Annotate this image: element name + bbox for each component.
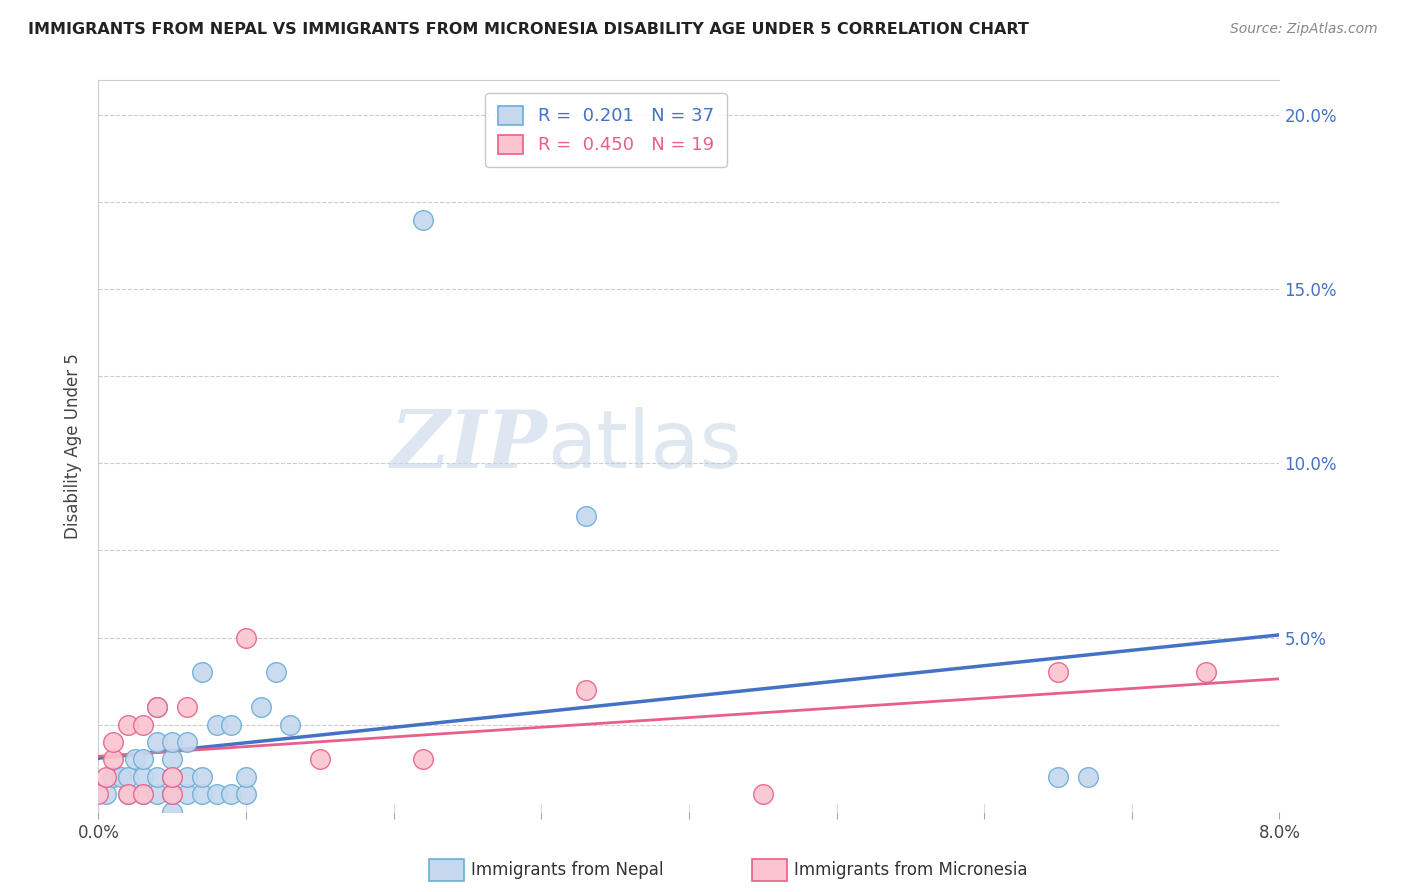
Point xyxy=(308,752,332,766)
Point xyxy=(146,735,169,749)
Point xyxy=(412,752,434,766)
Text: atlas: atlas xyxy=(547,407,741,485)
Point xyxy=(132,770,155,784)
Point xyxy=(117,787,139,801)
Point xyxy=(176,770,198,784)
Point xyxy=(205,787,228,801)
Point xyxy=(751,787,773,801)
Point xyxy=(117,770,139,784)
Point xyxy=(162,752,183,766)
Point xyxy=(1046,770,1069,784)
Point xyxy=(1046,665,1069,680)
Point xyxy=(132,752,155,766)
Text: Immigrants from Nepal: Immigrants from Nepal xyxy=(471,861,664,879)
Point xyxy=(1077,770,1099,784)
Point xyxy=(132,787,155,801)
Point xyxy=(94,770,117,784)
Point xyxy=(117,787,139,801)
Y-axis label: Disability Age Under 5: Disability Age Under 5 xyxy=(65,353,83,539)
Point xyxy=(574,508,596,523)
Point xyxy=(103,770,125,784)
Point xyxy=(162,787,183,801)
Text: Source: ZipAtlas.com: Source: ZipAtlas.com xyxy=(1230,22,1378,37)
Point xyxy=(103,752,125,766)
Point xyxy=(191,665,214,680)
Text: Immigrants from Micronesia: Immigrants from Micronesia xyxy=(794,861,1028,879)
Point xyxy=(94,787,117,801)
Point xyxy=(162,770,183,784)
Point xyxy=(235,770,257,784)
Point xyxy=(191,787,214,801)
Point xyxy=(162,787,183,801)
Point xyxy=(191,770,214,784)
Point xyxy=(235,787,257,801)
Point xyxy=(176,787,198,801)
Point xyxy=(176,735,198,749)
Point xyxy=(219,717,242,731)
Point xyxy=(264,665,287,680)
Point xyxy=(110,770,132,784)
Point xyxy=(124,752,146,766)
Text: ZIP: ZIP xyxy=(391,408,547,484)
Text: IMMIGRANTS FROM NEPAL VS IMMIGRANTS FROM MICRONESIA DISABILITY AGE UNDER 5 CORRE: IMMIGRANTS FROM NEPAL VS IMMIGRANTS FROM… xyxy=(28,22,1029,37)
Point xyxy=(235,631,257,645)
Point xyxy=(162,770,183,784)
Point xyxy=(87,787,110,801)
Point xyxy=(176,700,198,714)
Point xyxy=(1194,665,1216,680)
Point xyxy=(250,700,273,714)
Point xyxy=(103,735,125,749)
Point xyxy=(146,787,169,801)
Point xyxy=(117,717,139,731)
Point xyxy=(205,717,228,731)
Point xyxy=(162,735,183,749)
Point xyxy=(412,212,434,227)
Point xyxy=(574,682,596,697)
Point xyxy=(132,787,155,801)
Point xyxy=(146,770,169,784)
Legend: R =  0.201   N = 37, R =  0.450   N = 19: R = 0.201 N = 37, R = 0.450 N = 19 xyxy=(485,93,727,167)
Point xyxy=(162,805,183,819)
Point xyxy=(219,787,242,801)
Point xyxy=(146,700,169,714)
Point xyxy=(146,700,169,714)
Point xyxy=(278,717,302,731)
Point xyxy=(132,717,155,731)
